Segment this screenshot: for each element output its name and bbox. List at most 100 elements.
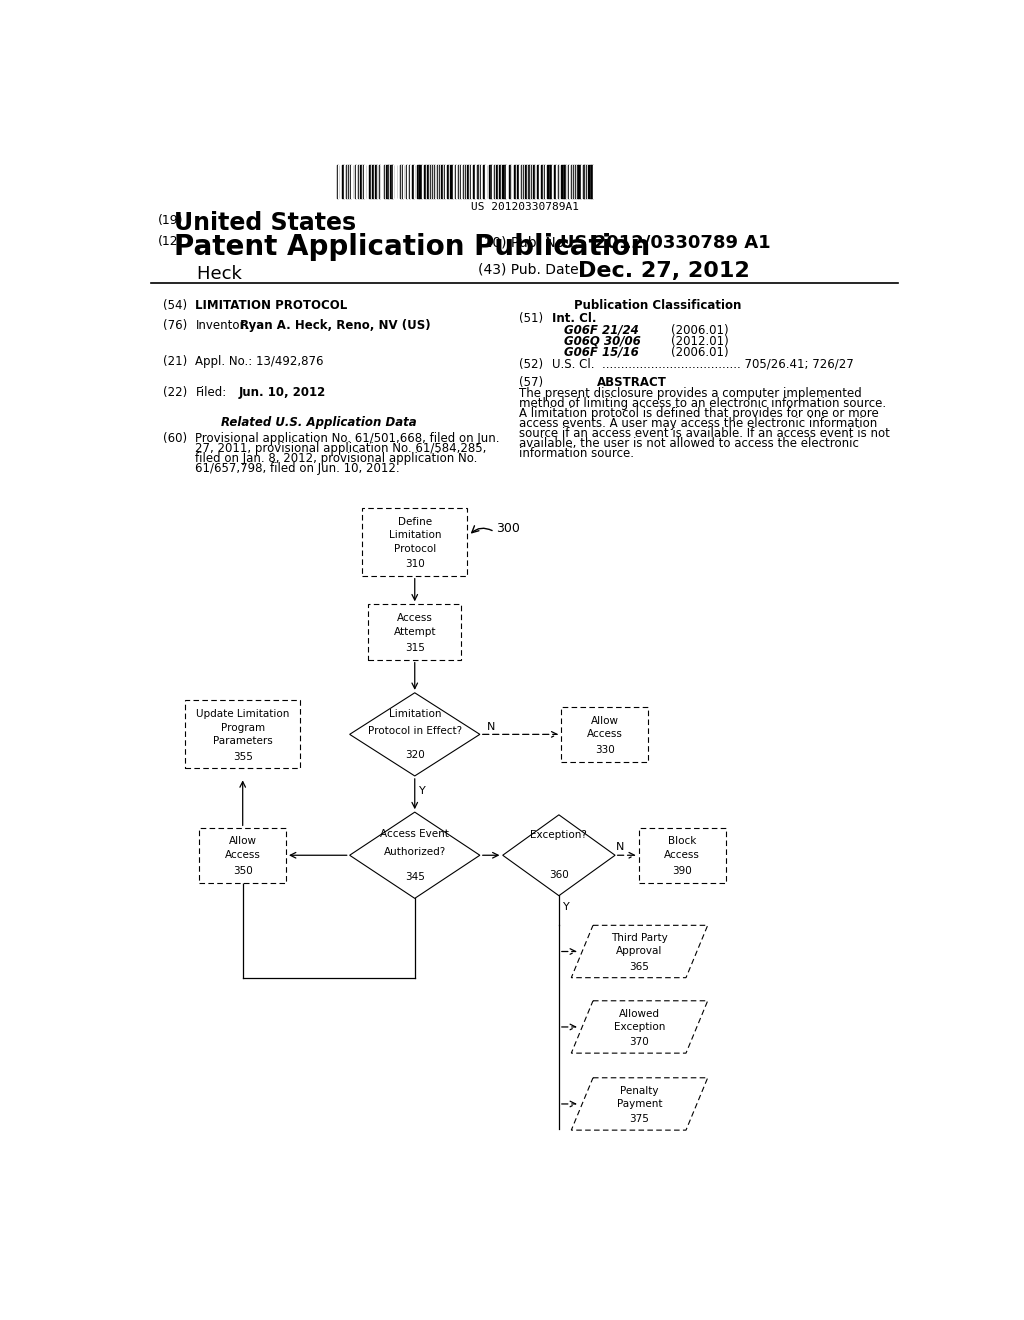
Text: method of limiting access to an electronic information source.: method of limiting access to an electron… bbox=[519, 397, 887, 411]
Text: (52): (52) bbox=[519, 358, 544, 371]
Text: 315: 315 bbox=[404, 643, 425, 653]
Text: (2012.01): (2012.01) bbox=[671, 335, 728, 347]
Text: Authorized?: Authorized? bbox=[384, 847, 445, 857]
Text: Access: Access bbox=[224, 850, 261, 861]
Text: N: N bbox=[616, 842, 625, 851]
Text: Protocol in Effect?: Protocol in Effect? bbox=[368, 726, 462, 737]
Text: (10) Pub. No.:: (10) Pub. No.: bbox=[478, 235, 573, 249]
Text: Dec. 27, 2012: Dec. 27, 2012 bbox=[578, 261, 750, 281]
Text: Publication Classification: Publication Classification bbox=[573, 298, 741, 312]
Text: 360: 360 bbox=[549, 870, 568, 880]
Text: 61/657,798, filed on Jun. 10, 2012.: 61/657,798, filed on Jun. 10, 2012. bbox=[196, 462, 400, 475]
Text: US 2012/0330789 A1: US 2012/0330789 A1 bbox=[560, 234, 771, 251]
Text: LIMITATION PROTOCOL: LIMITATION PROTOCOL bbox=[196, 298, 348, 312]
Text: Filed:: Filed: bbox=[196, 387, 226, 400]
Text: US 20120330789A1: US 20120330789A1 bbox=[471, 202, 579, 211]
Text: Update Limitation: Update Limitation bbox=[196, 709, 290, 719]
Text: N: N bbox=[486, 722, 495, 731]
Text: Access Event: Access Event bbox=[380, 829, 450, 838]
Polygon shape bbox=[503, 814, 615, 896]
Text: Payment: Payment bbox=[616, 1100, 663, 1109]
Text: Program: Program bbox=[220, 722, 265, 733]
Text: Allowed: Allowed bbox=[618, 1008, 660, 1019]
Text: 300: 300 bbox=[496, 521, 520, 535]
Text: Exception?: Exception? bbox=[530, 830, 588, 840]
Text: 320: 320 bbox=[404, 750, 425, 760]
Text: Allow: Allow bbox=[228, 837, 257, 846]
Text: access events. A user may access the electronic information: access events. A user may access the ele… bbox=[519, 417, 878, 430]
Text: (21): (21) bbox=[163, 355, 187, 368]
Text: Attempt: Attempt bbox=[393, 627, 436, 638]
Text: Penalty: Penalty bbox=[621, 1086, 658, 1096]
Text: A limitation protocol is defined that provides for one or more: A limitation protocol is defined that pr… bbox=[519, 407, 880, 420]
Text: Third Party: Third Party bbox=[611, 933, 668, 944]
Polygon shape bbox=[571, 925, 708, 978]
Text: Int. Cl.: Int. Cl. bbox=[552, 313, 596, 326]
Polygon shape bbox=[349, 693, 480, 776]
Text: (19): (19) bbox=[158, 214, 183, 227]
Text: Allow: Allow bbox=[591, 715, 618, 726]
Text: (51): (51) bbox=[519, 313, 544, 326]
Text: Ryan A. Heck, Reno, NV (US): Ryan A. Heck, Reno, NV (US) bbox=[241, 318, 431, 331]
Polygon shape bbox=[571, 1077, 708, 1130]
Text: Provisional application No. 61/501,668, filed on Jun.: Provisional application No. 61/501,668, … bbox=[196, 432, 500, 445]
Text: 375: 375 bbox=[630, 1114, 649, 1125]
Text: (43) Pub. Date:: (43) Pub. Date: bbox=[478, 263, 584, 276]
Text: 330: 330 bbox=[595, 746, 614, 755]
Text: 310: 310 bbox=[404, 560, 425, 569]
Text: Exception: Exception bbox=[613, 1022, 666, 1032]
Text: United States: United States bbox=[174, 211, 356, 235]
FancyArrowPatch shape bbox=[472, 525, 493, 533]
Text: The present disclosure provides a computer implemented: The present disclosure provides a comput… bbox=[519, 387, 862, 400]
FancyBboxPatch shape bbox=[369, 605, 461, 660]
Text: Parameters: Parameters bbox=[213, 737, 272, 746]
FancyBboxPatch shape bbox=[561, 706, 648, 762]
Text: information source.: information source. bbox=[519, 447, 635, 461]
Text: U.S. Cl.  ..................................... 705/26.41; 726/27: U.S. Cl. ...............................… bbox=[552, 358, 854, 371]
FancyBboxPatch shape bbox=[185, 701, 300, 768]
Text: Access: Access bbox=[665, 850, 700, 861]
Text: (57): (57) bbox=[519, 376, 544, 388]
Text: ABSTRACT: ABSTRACT bbox=[597, 376, 667, 388]
Text: Y: Y bbox=[563, 902, 570, 912]
Text: Protocol: Protocol bbox=[393, 544, 436, 553]
Text: (22): (22) bbox=[163, 387, 187, 400]
Text: Appl. No.: 13/492,876: Appl. No.: 13/492,876 bbox=[196, 355, 324, 368]
Text: (76): (76) bbox=[163, 318, 187, 331]
Text: (2006.01): (2006.01) bbox=[671, 346, 728, 359]
Text: 350: 350 bbox=[232, 866, 253, 876]
FancyBboxPatch shape bbox=[639, 828, 726, 883]
Text: Access: Access bbox=[587, 730, 623, 739]
Text: (54): (54) bbox=[163, 298, 187, 312]
Text: (60): (60) bbox=[163, 432, 187, 445]
Text: 390: 390 bbox=[672, 866, 692, 876]
Text: filed on Jan. 8, 2012, provisional application No.: filed on Jan. 8, 2012, provisional appli… bbox=[196, 451, 478, 465]
Text: 355: 355 bbox=[232, 751, 253, 762]
Polygon shape bbox=[349, 812, 480, 899]
Text: G06Q 30/06: G06Q 30/06 bbox=[564, 335, 641, 347]
Polygon shape bbox=[571, 1001, 708, 1053]
Text: Approval: Approval bbox=[616, 946, 663, 957]
Text: Inventor:: Inventor: bbox=[196, 318, 249, 331]
Text: Block: Block bbox=[668, 837, 696, 846]
Text: G06F 15/16: G06F 15/16 bbox=[564, 346, 639, 359]
Text: Related U.S. Application Data: Related U.S. Application Data bbox=[221, 416, 417, 429]
Text: 370: 370 bbox=[630, 1038, 649, 1047]
Text: 365: 365 bbox=[630, 961, 649, 972]
Text: Define: Define bbox=[397, 516, 432, 527]
Text: Jun. 10, 2012: Jun. 10, 2012 bbox=[239, 387, 326, 400]
Text: G06F 21/24: G06F 21/24 bbox=[564, 323, 639, 337]
FancyBboxPatch shape bbox=[200, 828, 286, 883]
Text: 27, 2011, provisional application No. 61/584,285,: 27, 2011, provisional application No. 61… bbox=[196, 442, 486, 455]
Text: Limitation: Limitation bbox=[388, 709, 441, 718]
Text: source if an access event is available. If an access event is not: source if an access event is available. … bbox=[519, 428, 890, 440]
Text: available, the user is not allowed to access the electronic: available, the user is not allowed to ac… bbox=[519, 437, 859, 450]
Text: (12): (12) bbox=[158, 235, 183, 248]
Text: Limitation: Limitation bbox=[388, 531, 441, 540]
Text: 345: 345 bbox=[404, 871, 425, 882]
Text: (2006.01): (2006.01) bbox=[671, 323, 728, 337]
FancyBboxPatch shape bbox=[362, 508, 467, 576]
Text: Heck: Heck bbox=[174, 264, 243, 282]
Text: Y: Y bbox=[419, 787, 426, 796]
Text: Access: Access bbox=[397, 612, 433, 623]
